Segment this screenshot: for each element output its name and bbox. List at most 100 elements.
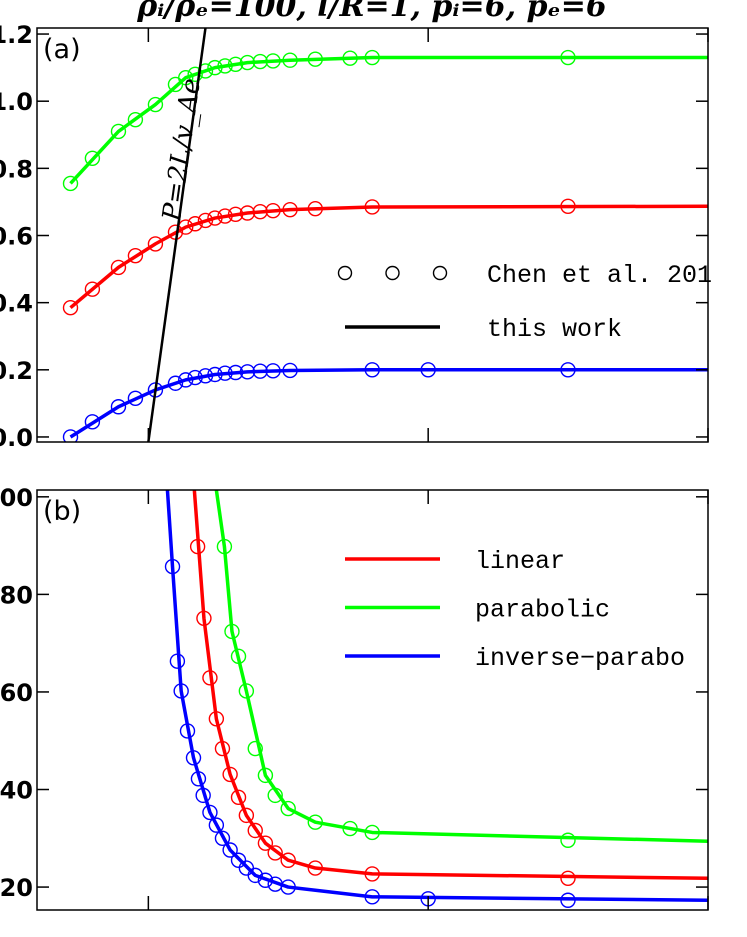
data-point [307,200,323,217]
data-point [195,787,211,804]
data-point [207,366,223,383]
data-point [222,842,238,858]
data-point [230,648,247,665]
data-point [267,787,283,804]
data-point [127,111,144,128]
data-point [62,175,79,192]
data-point [187,216,203,232]
data-point [265,202,281,219]
data-point [127,390,144,407]
data-point [364,866,380,882]
data-point [222,766,238,783]
data-point [364,199,380,215]
legend-label: linear [475,547,565,576]
data-point [560,870,576,886]
legend-marker [385,265,400,281]
series-line [69,55,708,185]
data-point [257,872,274,888]
plot-area [62,28,708,442]
data-point [364,889,380,905]
data-point [190,771,207,787]
data-point [239,364,256,380]
y-tick-label: 40 [0,777,33,805]
series-line [69,204,708,310]
legend-label: this work [487,315,622,344]
data-point [147,96,164,113]
legend-label: Chen et al. 201 [487,261,712,290]
data-point [169,653,186,669]
data-point [282,362,298,379]
data-point [560,832,576,848]
data-point [224,623,240,640]
data-point [265,53,281,69]
data-point [217,365,233,381]
data-point [342,50,358,66]
data-point [247,867,263,884]
data-point [247,740,263,757]
legend-label: parabolic [475,596,610,625]
data-point [202,670,218,686]
data-point [208,817,225,833]
data-point [84,281,101,297]
chart-title: ρᵢ/ρₑ=100, l/R=1, pᵢ=6, pₑ=6 [136,0,607,24]
data-point [196,610,212,626]
y-tick-label: 1.0 [0,88,33,116]
data-point [217,208,233,224]
data-point [238,683,255,699]
data-point [307,814,323,830]
data-point [227,56,244,72]
y-tick-label: 80 [0,581,33,609]
data-point [257,835,274,851]
y-tick-label: 20 [0,874,33,902]
panel-label: (a) [43,34,81,65]
data-point [560,892,576,908]
data-point [179,723,196,739]
data-point [342,820,358,837]
series-line [192,490,708,881]
x-tick-label: 100 [403,933,453,937]
y-tick-label: 0.4 [0,290,33,318]
data-point [197,368,214,384]
data-point [364,362,380,378]
data-point [307,860,323,876]
y-tick-label: 1.2 [0,21,33,49]
data-point [216,538,233,555]
data-point [110,123,127,140]
data-point [187,66,203,83]
data-point [364,824,380,841]
y-tick-label: 0.0 [0,424,33,452]
data-point [252,203,268,220]
data-point [265,363,281,379]
data-point [252,363,268,379]
data-point [127,247,144,264]
data-point [167,375,184,391]
legend-marker [432,265,448,281]
data-point [178,372,194,388]
data-point [110,399,127,415]
data-point [214,740,231,757]
data-point [189,538,206,555]
y-tick-label: 60 [0,679,33,707]
y-tick-label: 0.6 [0,223,33,251]
data-point [217,58,233,74]
data-point [230,789,247,806]
plot-frame [36,489,709,911]
data-point [147,236,164,252]
data-point [257,767,274,784]
plot-area [164,490,708,908]
legend-label: inverse−parabo [475,644,685,673]
legend-marker [337,265,353,281]
data-point [208,711,225,727]
data-point [280,879,296,895]
data-point [197,212,214,229]
data-point [62,429,79,442]
data-point [282,201,298,218]
data-point [230,852,247,868]
data-point [267,845,283,861]
data-point [560,362,576,378]
y-tick-label: 0.2 [0,357,33,385]
data-point [307,51,323,67]
data-point [280,800,296,817]
data-point [84,150,101,166]
